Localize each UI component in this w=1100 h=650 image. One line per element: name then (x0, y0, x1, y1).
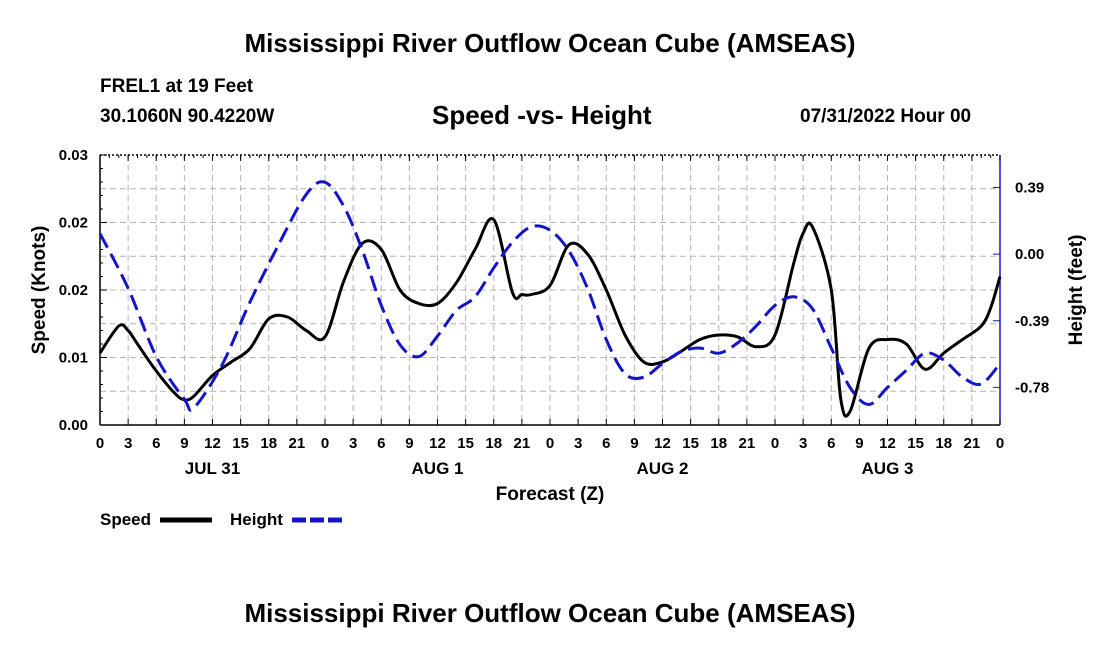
x-tick-label: 9 (630, 435, 638, 452)
speed-series-line (98, 217, 1002, 418)
x-tick-label: 21 (514, 435, 531, 452)
y-right-tick-label: -0.78 (1015, 379, 1049, 396)
y-left-tick-label: 0.03 (59, 147, 88, 164)
x-tick-label: 6 (377, 435, 385, 452)
y-right-tick-label: -0.39 (1015, 313, 1049, 330)
x-tick-label: 12 (654, 435, 671, 452)
x-tick-label: 3 (349, 435, 357, 452)
legend-height-label: Height (230, 510, 283, 529)
x-tick-label: 21 (289, 435, 306, 452)
chart-subtitle: Speed -vs- Height (432, 100, 652, 130)
x-tick-label: 6 (152, 435, 160, 452)
y-axis-right-label: Height (feet) (1066, 235, 1087, 346)
x-tick-label: 12 (879, 435, 896, 452)
y-axis-left-label: Speed (Knots) (29, 226, 50, 355)
footer-title: Mississippi River Outflow Ocean Cube (AM… (244, 598, 856, 628)
chart-title: Mississippi River Outflow Ocean Cube (AM… (244, 28, 856, 58)
x-tick-label: 6 (827, 435, 835, 452)
day-label: AUG 1 (412, 459, 464, 478)
x-tick-label: 6 (602, 435, 610, 452)
day-label: AUG 2 (637, 459, 689, 478)
x-tick-label: 9 (855, 435, 863, 452)
x-axis-label: Forecast (Z) (496, 484, 605, 505)
station-label: FREL1 at 19 Feet (100, 76, 254, 97)
y-right-tick-label: 0.39 (1015, 179, 1044, 196)
station-coords: 30.1060N 90.4220W (100, 106, 275, 127)
x-tick-label: 18 (935, 435, 952, 452)
day-label: JUL 31 (185, 459, 240, 478)
chart-grid (100, 155, 1000, 425)
x-tick-label: 12 (429, 435, 446, 452)
y-right-tick-label: 0.00 (1015, 246, 1044, 263)
y-left-tick-label: 0.01 (59, 350, 88, 367)
x-tick-label: 15 (907, 435, 924, 452)
x-tick-label: 15 (682, 435, 699, 452)
x-tick-label: 3 (124, 435, 132, 452)
chart-series (98, 180, 1002, 418)
x-tick-label: 18 (260, 435, 277, 452)
x-tick-label: 21 (739, 435, 756, 452)
y-left-tick-label: 0.02 (59, 282, 88, 299)
height-series-line (98, 180, 1002, 412)
x-tick-label: 21 (964, 435, 981, 452)
x-tick-label: 18 (485, 435, 502, 452)
x-tick-label: 3 (799, 435, 807, 452)
x-tick-label: 0 (546, 435, 554, 452)
x-tick-label: 0 (96, 435, 104, 452)
day-label: AUG 3 (862, 459, 914, 478)
x-tick-label: 12 (204, 435, 221, 452)
x-tick-label: 0 (771, 435, 779, 452)
y-left-tick-label: 0.02 (59, 215, 88, 232)
x-tick-label: 9 (405, 435, 413, 452)
legend: Speed Height (100, 510, 344, 529)
chart-ticks: 0 3 6 9 12 15 18 21 0 3 6 9 12 15 18 21 0 3 6 9 12 15 18 21 0 3 6 9… (59, 147, 1049, 478)
x-tick-label: 18 (710, 435, 727, 452)
x-tick-label: 0 (996, 435, 1004, 452)
x-tick-label: 3 (574, 435, 582, 452)
x-tick-label: 15 (457, 435, 474, 452)
x-tick-label: 0 (321, 435, 329, 452)
y-left-tick-label: 0.00 (59, 417, 88, 434)
x-tick-label: 15 (232, 435, 249, 452)
forecast-datetime: 07/31/2022 Hour 00 (800, 106, 972, 127)
legend-speed-label: Speed (100, 510, 151, 529)
x-tick-label: 9 (180, 435, 188, 452)
